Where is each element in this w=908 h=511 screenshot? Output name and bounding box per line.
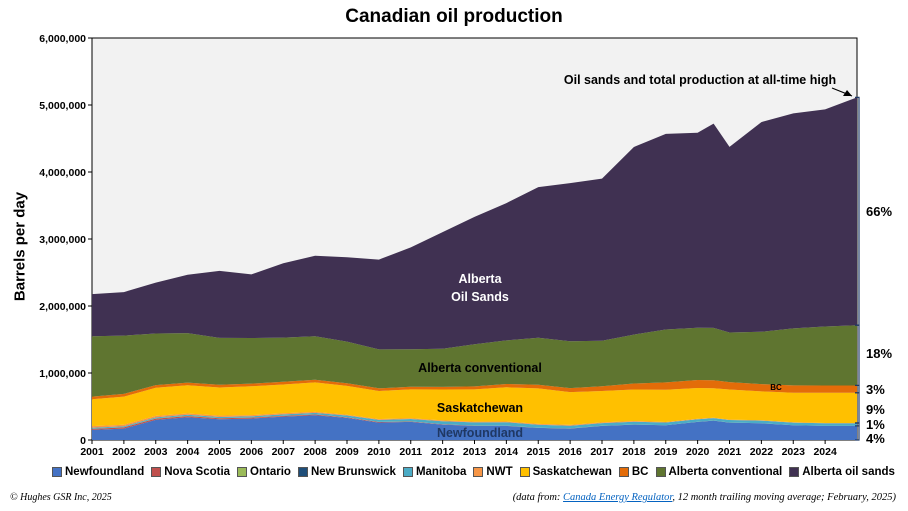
- legend-item: Alberta conventional: [655, 466, 783, 478]
- legend-label: Alberta conventional: [668, 466, 783, 478]
- x-tick-label: 2023: [782, 446, 806, 458]
- legend-item: New Brunswick: [297, 466, 396, 478]
- x-tick-label: 2021: [718, 446, 742, 458]
- x-tick-label: 2016: [558, 446, 582, 458]
- legend-item: Manitoba: [402, 466, 467, 478]
- x-tick-label: 2017: [590, 446, 614, 458]
- legend-label: NWT: [486, 466, 513, 478]
- legend-label: Ontario: [250, 466, 291, 478]
- legend-swatch: [655, 467, 666, 477]
- area-manitoba: [92, 412, 857, 429]
- legend-label: Newfoundland: [65, 466, 145, 478]
- x-tick-label: 2018: [622, 446, 646, 458]
- legend-item: BC: [618, 466, 649, 478]
- x-tick-label: 2009: [335, 446, 359, 458]
- x-tick-label: 2006: [240, 446, 264, 458]
- x-tick-label: 2024: [813, 446, 837, 458]
- y-tick-label: 0: [80, 435, 86, 447]
- legend-label: Manitoba: [415, 466, 467, 478]
- area-ontario: [92, 414, 857, 429]
- chart-title: Canadian oil production: [345, 6, 563, 27]
- x-tick-label: 2003: [144, 446, 168, 458]
- legend-swatch: [237, 467, 248, 477]
- y-tick-label: 1,000,000: [39, 368, 86, 380]
- legend-item: Nova Scotia: [151, 466, 230, 478]
- legend-swatch: [519, 467, 530, 477]
- legend-label: Saskatchewan: [532, 466, 612, 478]
- label-alberta-conventional: Alberta conventional: [418, 361, 542, 375]
- share-newfoundland: 4%: [866, 431, 885, 446]
- y-tick-label: 4,000,000: [39, 167, 86, 179]
- label-oil-sands-2: Oil Sands: [451, 290, 509, 304]
- legend-label: Nova Scotia: [164, 466, 231, 478]
- x-tick-label: 2010: [367, 446, 391, 458]
- legend-swatch: [473, 467, 484, 477]
- source-prefix: (data from:: [512, 492, 564, 503]
- x-tick-label: 2022: [750, 446, 774, 458]
- x-tick-label: 2004: [176, 446, 200, 458]
- area-alberta-conventional: [92, 325, 857, 397]
- x-tick-label: 2001: [80, 446, 104, 458]
- legend-swatch: [52, 467, 62, 477]
- legend-swatch: [618, 467, 629, 477]
- legend: Newfoundland Nova Scotia Ontario New Brunsw…: [52, 466, 895, 478]
- label-bc: BC: [770, 383, 782, 392]
- share-ab-conventional: 18%: [866, 346, 892, 361]
- legend-label: New Brunswick: [310, 466, 396, 478]
- legend-swatch: [297, 467, 308, 477]
- share-oil-sands: 66%: [866, 204, 892, 219]
- x-tick-label: 2014: [495, 446, 519, 458]
- x-tick-label: 2012: [431, 446, 455, 458]
- copyright: © Hughes GSR Inc, 2025: [10, 492, 112, 503]
- x-tick-label: 2005: [208, 446, 232, 458]
- x-tick-label: 2002: [112, 446, 136, 458]
- y-tick-label: 6,000,000: [39, 33, 86, 45]
- x-tick-label: 2020: [686, 446, 710, 458]
- y-tick-label: 5,000,000: [39, 100, 86, 112]
- x-tick-label: 2011: [399, 446, 422, 458]
- legend-item: Saskatchewan: [519, 466, 612, 478]
- label-newfoundland: Newfoundland: [437, 426, 523, 440]
- stacked-areas: [92, 97, 857, 440]
- share-manitoba: 1%: [866, 417, 885, 432]
- legend-item: Ontario: [237, 466, 291, 478]
- legend-item: NWT: [473, 466, 513, 478]
- label-oil-sands-1: Alberta: [458, 272, 502, 286]
- x-axis: 2001 2002 2003 2004 2005 2006 2007 2008 2009 2010…: [80, 440, 837, 458]
- source-link[interactable]: Canada Energy Regulator: [563, 492, 673, 503]
- annotation-arrowhead: [843, 90, 852, 96]
- area-bc: [92, 379, 857, 400]
- legend-item: Newfoundland: [52, 466, 144, 478]
- area-saskatchewan: [92, 382, 857, 427]
- x-tick-label: 2007: [272, 446, 296, 458]
- chart-svg: 0 1,000,000 2,000,000 3,000,000 4,000,000 5,0…: [39, 33, 892, 458]
- y-tick-label: 2,000,000: [39, 301, 86, 313]
- y-axis: 0 1,000,000 2,000,000 3,000,000 4,000,000 5,0…: [39, 33, 92, 447]
- x-tick-label: 2013: [463, 446, 487, 458]
- legend-item: Alberta oil sands: [789, 466, 895, 478]
- legend-label: BC: [631, 466, 649, 478]
- share-bc: 3%: [866, 382, 885, 397]
- legend-label: Alberta oil sands: [802, 466, 895, 478]
- area-newfoundland: [92, 415, 857, 440]
- label-saskatchewan: Saskatchewan: [437, 401, 523, 415]
- share-saskatchewan: 9%: [866, 402, 885, 417]
- y-tick-label: 3,000,000: [39, 234, 86, 246]
- share-bracket: [855, 425, 860, 441]
- legend-swatch: [402, 467, 413, 477]
- area-alberta-oil-sands: [92, 97, 857, 350]
- x-tick-label: 2008: [303, 446, 327, 458]
- legend-swatch: [151, 467, 162, 477]
- source-suffix: , 12 month trailing moving average; Febr…: [672, 492, 896, 503]
- annotation-all-time-high: Oil sands and total production at all-ti…: [564, 73, 836, 87]
- legend-swatch: [789, 467, 800, 477]
- x-tick-label: 2019: [654, 446, 678, 458]
- x-tick-label: 2015: [527, 446, 551, 458]
- share-brackets: [855, 96, 860, 441]
- data-source: (data from: Canada Energy Regulator, 12 …: [513, 492, 896, 503]
